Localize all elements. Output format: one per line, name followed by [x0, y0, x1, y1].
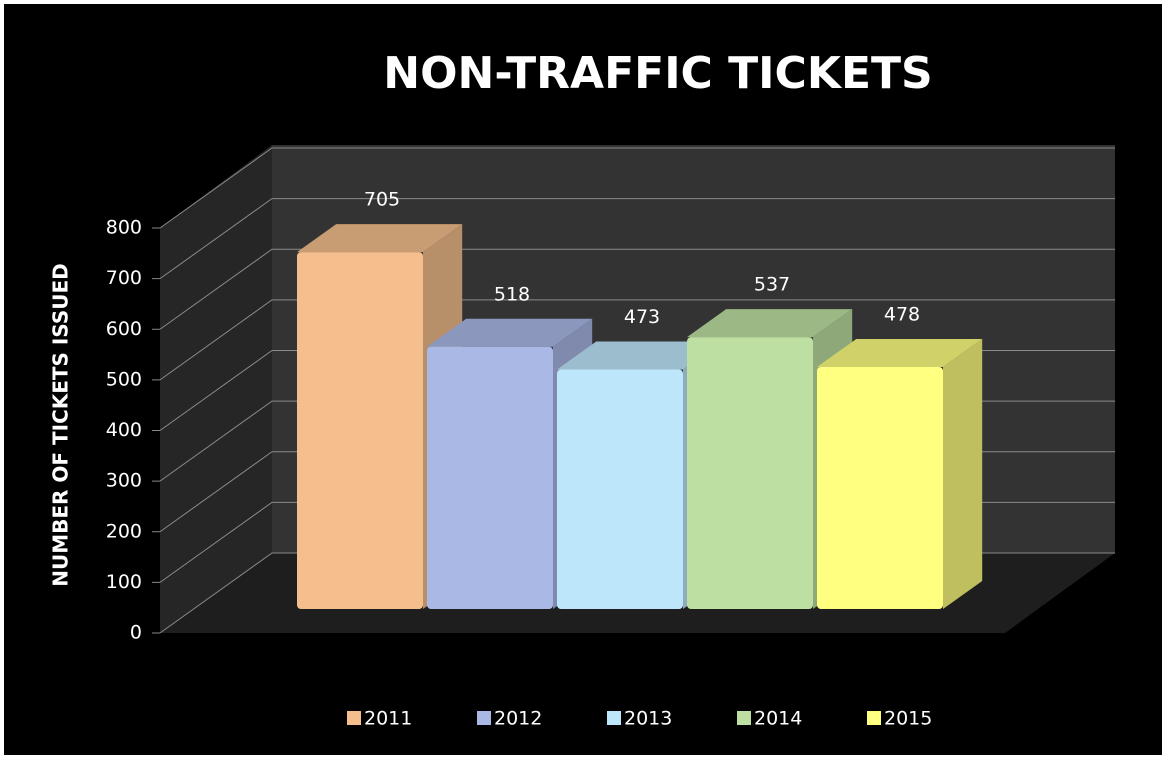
y-tick-label: 700: [106, 267, 142, 289]
y-tick-label: 400: [106, 419, 142, 441]
value-label: 705: [364, 189, 400, 211]
chart-title: NON-TRAFFIC TICKETS: [383, 48, 932, 99]
bar: [817, 367, 943, 609]
bar: [687, 337, 813, 609]
y-tick-label: 100: [106, 571, 142, 593]
bar-top: [297, 224, 463, 253]
y-axis-label: NUMBER OF TICKETS ISSUED: [49, 263, 73, 587]
value-label: 473: [624, 306, 660, 328]
legend-label: 2012: [494, 708, 542, 730]
bar-side: [943, 339, 983, 609]
bar: [297, 252, 423, 609]
value-label: 478: [884, 304, 920, 326]
legend-swatch: [867, 711, 881, 725]
legend-label: 2013: [624, 708, 672, 730]
legend-swatch: [737, 711, 751, 725]
legend-swatch: [607, 711, 621, 725]
grid-line: [159, 299, 1115, 381]
legend-label: 2011: [364, 708, 412, 730]
value-label: 518: [494, 283, 530, 305]
bar: [427, 346, 553, 609]
legend-label: 2014: [754, 708, 802, 730]
legend-swatch: [477, 711, 491, 725]
y-tick-label: 500: [106, 368, 142, 390]
grid-line: [159, 248, 1115, 330]
bar-top: [557, 341, 723, 370]
y-tick-label: 300: [106, 470, 142, 492]
legend-label: 2015: [884, 708, 932, 730]
side-wall: [160, 145, 272, 633]
bar-top: [817, 339, 983, 368]
y-tick-label: 800: [106, 217, 142, 239]
y-tick-label: 600: [106, 318, 142, 340]
bar: [557, 369, 683, 609]
bar-top: [427, 318, 593, 347]
grid-line: [159, 147, 1115, 229]
bar-top: [687, 309, 853, 338]
value-label: 537: [754, 274, 790, 296]
y-tick-label: 0: [130, 622, 142, 644]
grid-line: [159, 198, 1115, 280]
legend-swatch: [347, 711, 361, 725]
y-tick-label: 200: [106, 520, 142, 542]
